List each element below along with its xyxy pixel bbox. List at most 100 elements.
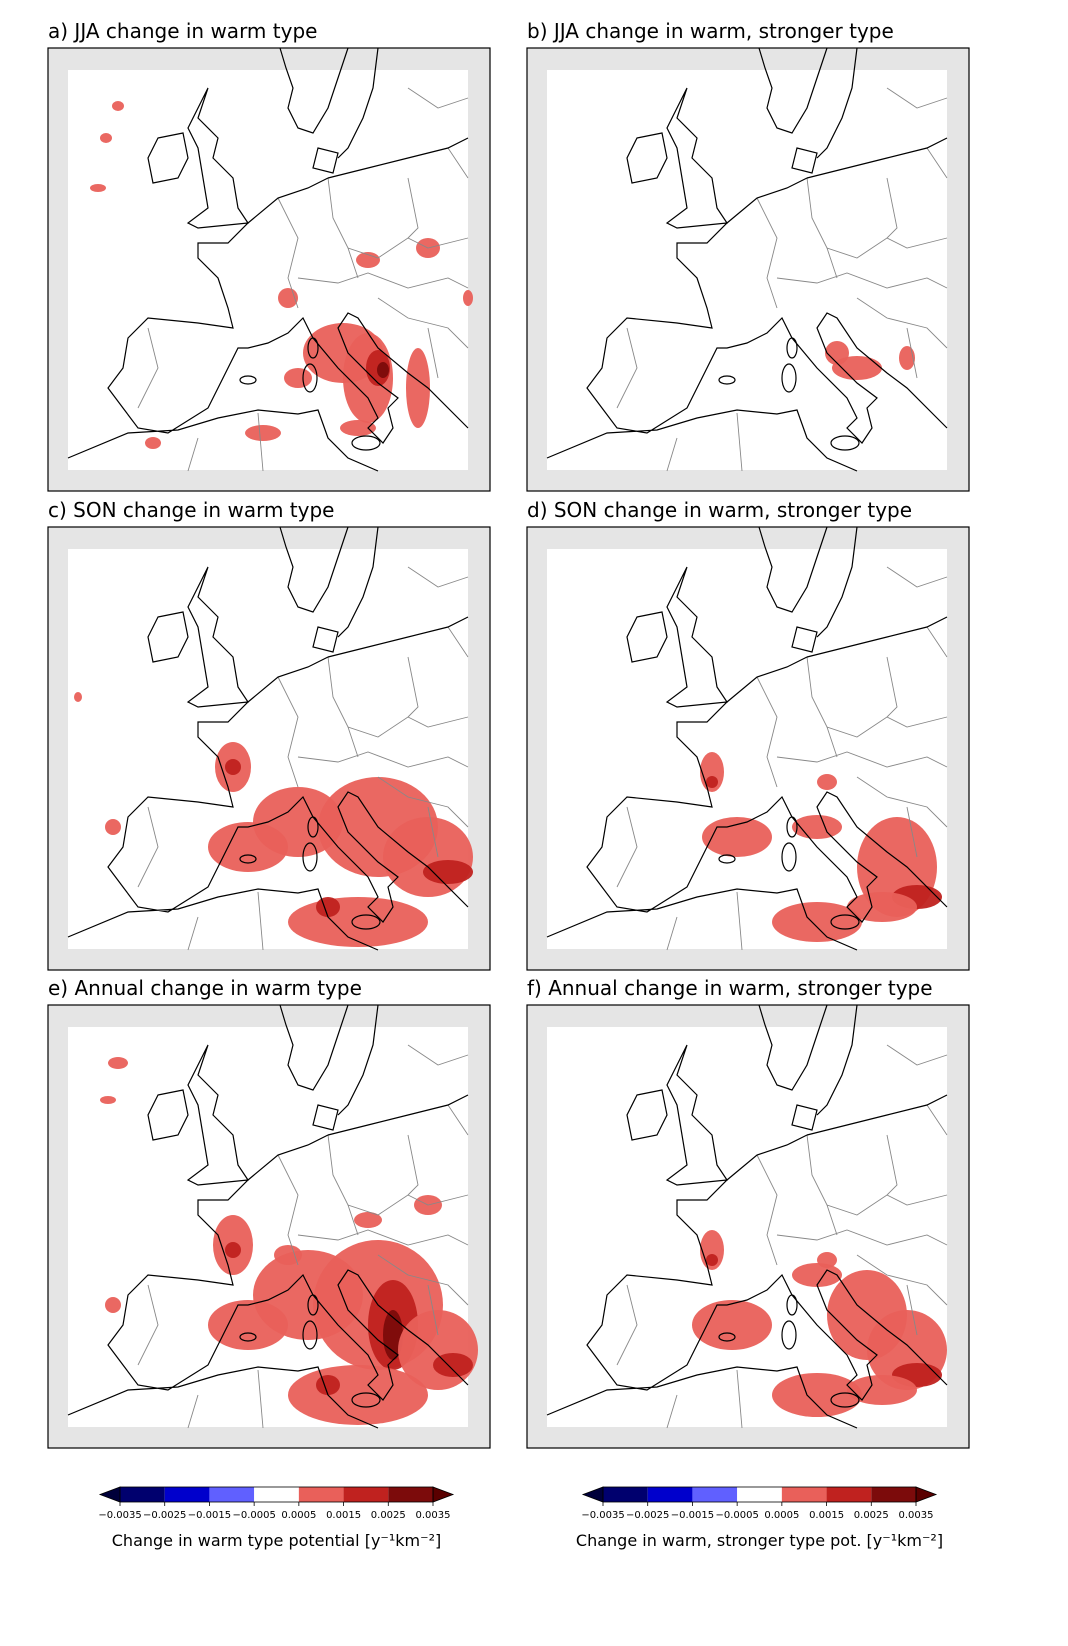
panel-frame: [526, 1004, 970, 1449]
colorbar-frame: [602, 1486, 917, 1503]
panel-frame: [47, 526, 491, 971]
change-area: [463, 290, 473, 306]
change-area: [817, 1252, 837, 1268]
tick-label: 0.0025: [854, 1510, 889, 1521]
change-area: [433, 1353, 473, 1377]
change-area: [377, 362, 389, 378]
change-area: [225, 759, 241, 775]
panel-frame: [526, 47, 970, 492]
change-area: [108, 1057, 128, 1069]
map-panel: [526, 47, 970, 492]
colorbar: −0.0035 −0.0025 −0.0015 −0.0005 0.0005 0.0015…: [576, 1486, 943, 1550]
panel-frame: [526, 526, 970, 971]
tick-label: 0.0015: [326, 1510, 361, 1521]
colorbar-bin: [298, 1487, 344, 1502]
colorbar-extend: [432, 1486, 455, 1503]
tick-label: −0.0015: [671, 1510, 714, 1521]
change-area: [316, 897, 340, 917]
colorbar-frame: [119, 1486, 434, 1503]
colorbar-bin: [871, 1487, 916, 1502]
change-area: [225, 1242, 241, 1258]
colorbar: −0.0035 −0.0025 −0.0015 −0.0005 0.0005 0.0015…: [98, 1486, 455, 1550]
map-panel: [47, 47, 491, 492]
change-area: [100, 1096, 116, 1104]
change-area: [406, 348, 430, 428]
colorbar-bin: [120, 1487, 165, 1502]
change-area: [817, 774, 837, 790]
map-panel: [47, 1004, 491, 1449]
tick-label: 0.0025: [371, 1510, 406, 1521]
change-area: [847, 892, 917, 922]
map-panel: [526, 526, 970, 971]
change-area: [208, 822, 288, 872]
change-area: [340, 420, 376, 436]
change-area: [284, 368, 312, 388]
change-area: [274, 1245, 302, 1265]
tick-label: 0.0005: [281, 1510, 316, 1521]
colorbar-extend: [98, 1486, 121, 1503]
tick-label: 0.0035: [899, 1510, 934, 1521]
panel-frame: [47, 47, 491, 492]
change-area: [772, 902, 862, 942]
tick-label: −0.0025: [626, 1510, 669, 1521]
colorbar-bin: [647, 1487, 693, 1502]
change-area: [145, 437, 161, 449]
change-area: [356, 252, 380, 268]
tick-label: −0.0005: [232, 1510, 275, 1521]
panel-title: a) JJA change in warm type: [48, 19, 317, 43]
change-area: [792, 815, 842, 839]
colorbar-bin: [781, 1487, 827, 1502]
change-area: [706, 776, 718, 788]
colorbar-bin: [737, 1487, 782, 1502]
change-area: [105, 819, 121, 835]
change-area: [105, 1297, 121, 1313]
colorbar-bin: [388, 1487, 433, 1502]
map-panel: [526, 1004, 970, 1449]
change-area: [692, 1300, 772, 1350]
tick-label: −0.0035: [581, 1510, 624, 1521]
colorbar-label: Change in warm type potential [y⁻¹km⁻²]: [112, 1531, 441, 1550]
map-background: [527, 48, 969, 491]
change-area: [706, 1254, 718, 1266]
colorbar-bin: [254, 1487, 299, 1502]
colorbar-bin: [343, 1487, 389, 1502]
panel-title: d) SON change in warm, stronger type: [527, 498, 912, 522]
change-area: [112, 101, 124, 111]
change-area: [316, 1375, 340, 1395]
colorbar-bin: [603, 1487, 648, 1502]
panel-title: c) SON change in warm type: [48, 498, 334, 522]
tick-label: −0.0025: [143, 1510, 186, 1521]
panel-frame: [47, 1004, 491, 1449]
change-area: [354, 1212, 382, 1228]
change-area: [90, 184, 106, 192]
change-area: [383, 817, 473, 897]
tick-label: −0.0015: [188, 1510, 231, 1521]
change-area: [100, 133, 112, 143]
map-background: [48, 48, 490, 491]
change-area: [847, 1375, 917, 1405]
panel-title: f) Annual change in warm, stronger type: [527, 976, 933, 1000]
colorbar-bin: [164, 1487, 210, 1502]
change-area: [899, 346, 915, 370]
colorbar-extend: [915, 1486, 938, 1503]
tick-label: 0.0015: [809, 1510, 844, 1521]
change-area: [832, 356, 882, 380]
change-area: [423, 860, 473, 884]
change-area: [245, 425, 281, 441]
colorbar-label: Change in warm, stronger type pot. [y⁻¹k…: [576, 1531, 943, 1550]
tick-label: −0.0035: [98, 1510, 141, 1521]
change-area: [772, 1373, 862, 1417]
tick-label: 0.0005: [764, 1510, 799, 1521]
colorbar-bin: [692, 1487, 738, 1502]
change-area: [74, 692, 82, 702]
colorbar-bin: [826, 1487, 872, 1502]
tick-label: 0.0035: [416, 1510, 451, 1521]
colorbar-bin: [209, 1487, 255, 1502]
change-area: [288, 1365, 428, 1425]
panel-title: e) Annual change in warm type: [48, 976, 362, 1000]
tick-label: −0.0005: [715, 1510, 758, 1521]
panel-title: b) JJA change in warm, stronger type: [527, 19, 894, 43]
map-panel: [47, 526, 491, 971]
map-background: [48, 527, 490, 970]
